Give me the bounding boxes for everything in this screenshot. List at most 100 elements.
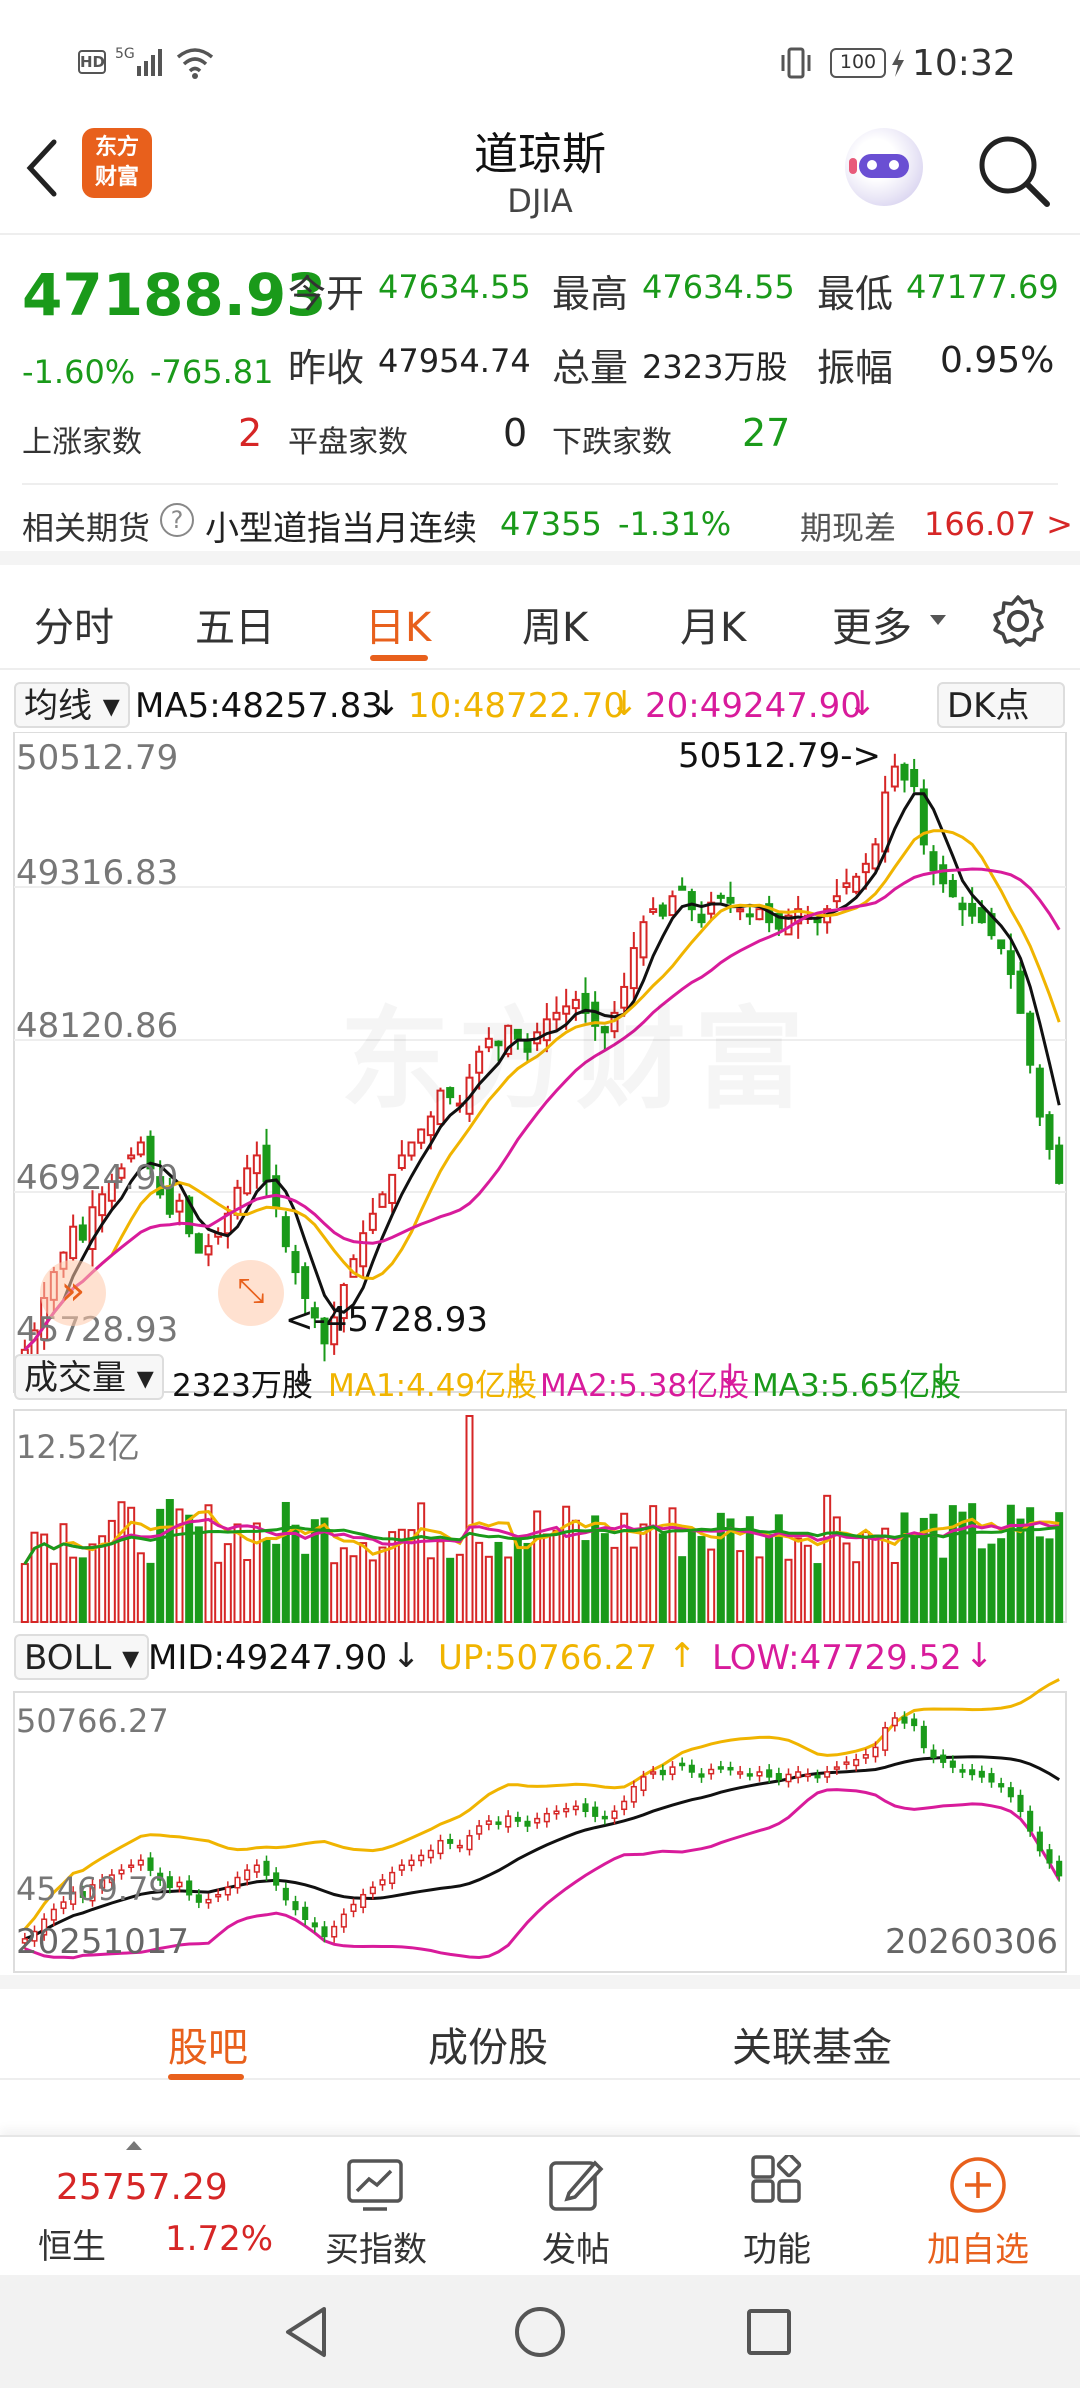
boll-candle-body bbox=[688, 1764, 695, 1773]
tab-monthly-k[interactable]: 月K bbox=[680, 605, 747, 651]
volume-ma3-line bbox=[23, 1525, 1060, 1565]
tab-stock-bar[interactable]: 股吧 bbox=[168, 2025, 248, 2071]
candle-body bbox=[407, 1141, 416, 1157]
boll-candle-body bbox=[331, 1925, 338, 1938]
volume-bar bbox=[378, 1546, 387, 1624]
boll-candle-body bbox=[949, 1760, 956, 1768]
volume-bar bbox=[262, 1539, 271, 1623]
ticker-index-value[interactable]: 25757.29 bbox=[56, 2167, 228, 2208]
gear-icon[interactable] bbox=[990, 593, 1046, 649]
candle-body bbox=[262, 1144, 271, 1183]
candle-body bbox=[1045, 1114, 1054, 1150]
volume-bar bbox=[958, 1511, 967, 1623]
kline-chart[interactable] bbox=[0, 732, 1080, 1982]
volume-bar bbox=[252, 1522, 261, 1624]
boll-candle-body bbox=[244, 1869, 251, 1881]
more-caret-icon bbox=[930, 615, 946, 625]
candle-body bbox=[436, 1089, 445, 1126]
volume-bar bbox=[1045, 1538, 1054, 1623]
nav-back-icon[interactable] bbox=[282, 2305, 332, 2359]
boll-candle-body bbox=[41, 1918, 48, 1936]
boll-candle-body bbox=[176, 1881, 183, 1888]
boll-candle-body bbox=[795, 1771, 802, 1779]
boll-candle-body bbox=[862, 1754, 869, 1759]
nav-recents-icon[interactable] bbox=[745, 2307, 793, 2357]
tab-daily-k[interactable]: 日K bbox=[365, 605, 432, 651]
volume-bar bbox=[784, 1558, 793, 1624]
search-icon[interactable] bbox=[975, 132, 1053, 210]
boll-frame bbox=[13, 1691, 1067, 1973]
boll-candle-body bbox=[408, 1859, 415, 1867]
high-value: 47634.55 bbox=[642, 268, 795, 306]
candle-body bbox=[774, 912, 783, 930]
tab-five-day[interactable]: 五日 bbox=[195, 605, 275, 651]
help-icon[interactable]: ? bbox=[160, 503, 194, 537]
candle-body bbox=[629, 947, 638, 990]
buy-index-icon[interactable] bbox=[345, 2155, 405, 2215]
boll-selector[interactable]: BOLL ▾ bbox=[14, 1634, 150, 1680]
candle-body bbox=[678, 885, 687, 891]
boll-candle-body bbox=[418, 1854, 425, 1862]
nav-home-icon[interactable] bbox=[513, 2305, 567, 2359]
candle-body bbox=[417, 1128, 426, 1144]
volume-ma1-line bbox=[23, 1510, 1060, 1565]
candle-body bbox=[146, 1135, 155, 1170]
ma20-line bbox=[23, 867, 1061, 1351]
boll-candle-body bbox=[79, 1891, 86, 1898]
candle-body bbox=[571, 998, 580, 1010]
tab-constituents[interactable]: 成份股 bbox=[428, 2025, 548, 2071]
ma-selector[interactable]: 均线 ▾ bbox=[14, 682, 130, 728]
tab-related-funds[interactable]: 关联基金 bbox=[732, 2025, 892, 2071]
boll-candle-body bbox=[572, 1805, 579, 1811]
post-button[interactable]: 发帖 bbox=[542, 2230, 610, 2270]
volume-total-arrow-icon: ↓ bbox=[290, 1358, 316, 1394]
volume-selector[interactable]: 成交量 ▾ bbox=[14, 1354, 164, 1400]
back-icon[interactable] bbox=[22, 138, 62, 198]
chart-area[interactable]: 均线 ▾ MA5:48257.83 ↓ 10:48722.70 ↓ 20:492… bbox=[0, 670, 1080, 1975]
boll-candle-body bbox=[398, 1864, 405, 1871]
candle-body bbox=[252, 1154, 261, 1175]
functions-button[interactable]: 功能 bbox=[743, 2230, 811, 2270]
tab-intraday[interactable]: 分时 bbox=[34, 605, 114, 651]
boll-candle-body bbox=[998, 1783, 1005, 1788]
candle-body bbox=[175, 1199, 184, 1213]
volume-bar bbox=[175, 1508, 184, 1623]
volume-bar bbox=[910, 1535, 919, 1623]
add-watchlist-button[interactable]: 加自选 bbox=[927, 2230, 1029, 2270]
zoom-icon[interactable]: ⤡ bbox=[218, 1260, 284, 1326]
add-watchlist-icon[interactable] bbox=[948, 2155, 1008, 2215]
tab-weekly-k[interactable]: 周K bbox=[522, 605, 589, 651]
boll-candle-body bbox=[756, 1771, 763, 1777]
dk-point-button[interactable]: DK点 bbox=[937, 682, 1065, 728]
candle-body bbox=[929, 851, 938, 872]
high-label: 最高 bbox=[552, 272, 629, 316]
volume-bar bbox=[997, 1538, 1006, 1624]
buy-index-button[interactable]: 买指数 bbox=[325, 2230, 427, 2270]
basis-value[interactable]: 166.07 > bbox=[924, 505, 1073, 543]
volume-bar bbox=[852, 1561, 861, 1623]
volume-bar bbox=[832, 1516, 841, 1624]
candle-body bbox=[842, 882, 851, 888]
ticker-index-percent: 1.72% bbox=[165, 2219, 274, 2259]
candle-body bbox=[291, 1251, 300, 1274]
expand-left-icon[interactable]: » bbox=[40, 1260, 106, 1326]
robot-assistant-icon[interactable] bbox=[845, 128, 923, 206]
volume-bar bbox=[127, 1506, 136, 1624]
tab-more[interactable]: 更多 bbox=[832, 605, 912, 651]
advancers-value: 2 bbox=[238, 411, 263, 455]
collapse-caret-icon[interactable] bbox=[126, 2141, 142, 2150]
boll-candle-body bbox=[891, 1717, 898, 1727]
functions-icon[interactable] bbox=[747, 2155, 807, 2215]
post-edit-icon[interactable] bbox=[545, 2155, 605, 2215]
futures-name[interactable]: 小型道指当月连续 bbox=[205, 509, 477, 549]
logo-line1: 东方 bbox=[94, 135, 139, 160]
volume-bar bbox=[117, 1501, 126, 1623]
boll-candle-body bbox=[911, 1718, 918, 1727]
volume-bar bbox=[359, 1542, 368, 1623]
candle-body bbox=[88, 1206, 97, 1250]
sub-tabs: 股吧 成份股 关联基金 bbox=[0, 1975, 1080, 2080]
candle-body bbox=[339, 1284, 348, 1320]
candle-body bbox=[620, 985, 629, 1009]
ticker-index-name[interactable]: 恒生 bbox=[38, 2227, 106, 2267]
boll-candle-body bbox=[708, 1768, 715, 1775]
